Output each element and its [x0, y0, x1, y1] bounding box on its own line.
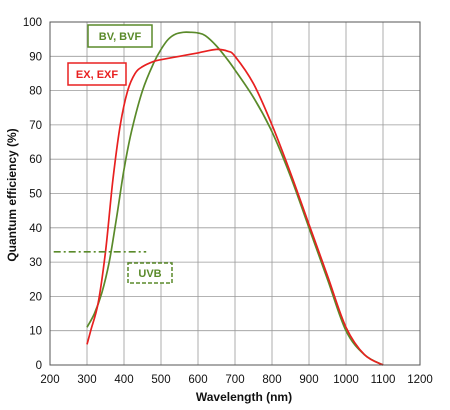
y-tick-label: 100 [23, 17, 42, 29]
x-tick-label: 900 [299, 374, 318, 386]
x-tick-label: 600 [188, 374, 207, 386]
chart-axes [49, 21, 421, 366]
chart-series [53, 31, 384, 366]
x-tick-labels: 200 300 400 500 600 700 800 900 1000 1100 1200 [40, 374, 432, 386]
y-tick-label: 0 [36, 360, 42, 372]
x-tick-label: 400 [114, 374, 133, 386]
chart-legends: BV, BVF EX, EXF UVB [67, 24, 173, 284]
y-tick-label: 10 [29, 326, 42, 338]
legend-box [87, 24, 153, 48]
y-tick-label: 40 [29, 223, 42, 235]
y-tick-label: 80 [29, 86, 42, 98]
legend-label: EX, EXF [76, 69, 118, 81]
x-tick-label: 200 [40, 374, 59, 386]
legend-label: BV, BVF [99, 31, 142, 43]
x-axis-title: Wavelength (nm) [196, 390, 292, 404]
x-tick-label: 300 [77, 374, 96, 386]
x-tick-label: 700 [225, 374, 244, 386]
y-tick-label: 70 [29, 120, 42, 132]
y-tick-labels: 0 10 20 30 40 50 60 70 80 90 100 [23, 17, 42, 372]
x-tick-label: 1100 [371, 374, 396, 386]
legend-bv-bvf: BV, BVF [87, 24, 153, 48]
x-tick-label: 1000 [333, 374, 359, 386]
plot-frame [49, 21, 421, 366]
legend-box [67, 62, 127, 86]
y-tick-label: 20 [29, 291, 42, 303]
series-line-ex-exf [86, 48, 384, 366]
legend-ex-exf: EX, EXF [67, 62, 127, 86]
y-tick-label: 60 [29, 154, 42, 166]
x-tick-label: 1200 [407, 374, 433, 386]
y-axis-title: Quantum efficiency (%) [5, 128, 19, 261]
y-tick-label: 50 [29, 189, 42, 201]
x-tick-label: 500 [151, 374, 170, 386]
legend-box [127, 262, 173, 284]
legend-uvb: UVB [127, 262, 173, 284]
y-tick-label: 30 [29, 257, 42, 269]
series-line-bv-bvf [86, 31, 384, 366]
y-tick-label: 90 [29, 51, 42, 63]
x-tick-label: 800 [262, 374, 281, 386]
legend-label: UVB [138, 268, 161, 280]
